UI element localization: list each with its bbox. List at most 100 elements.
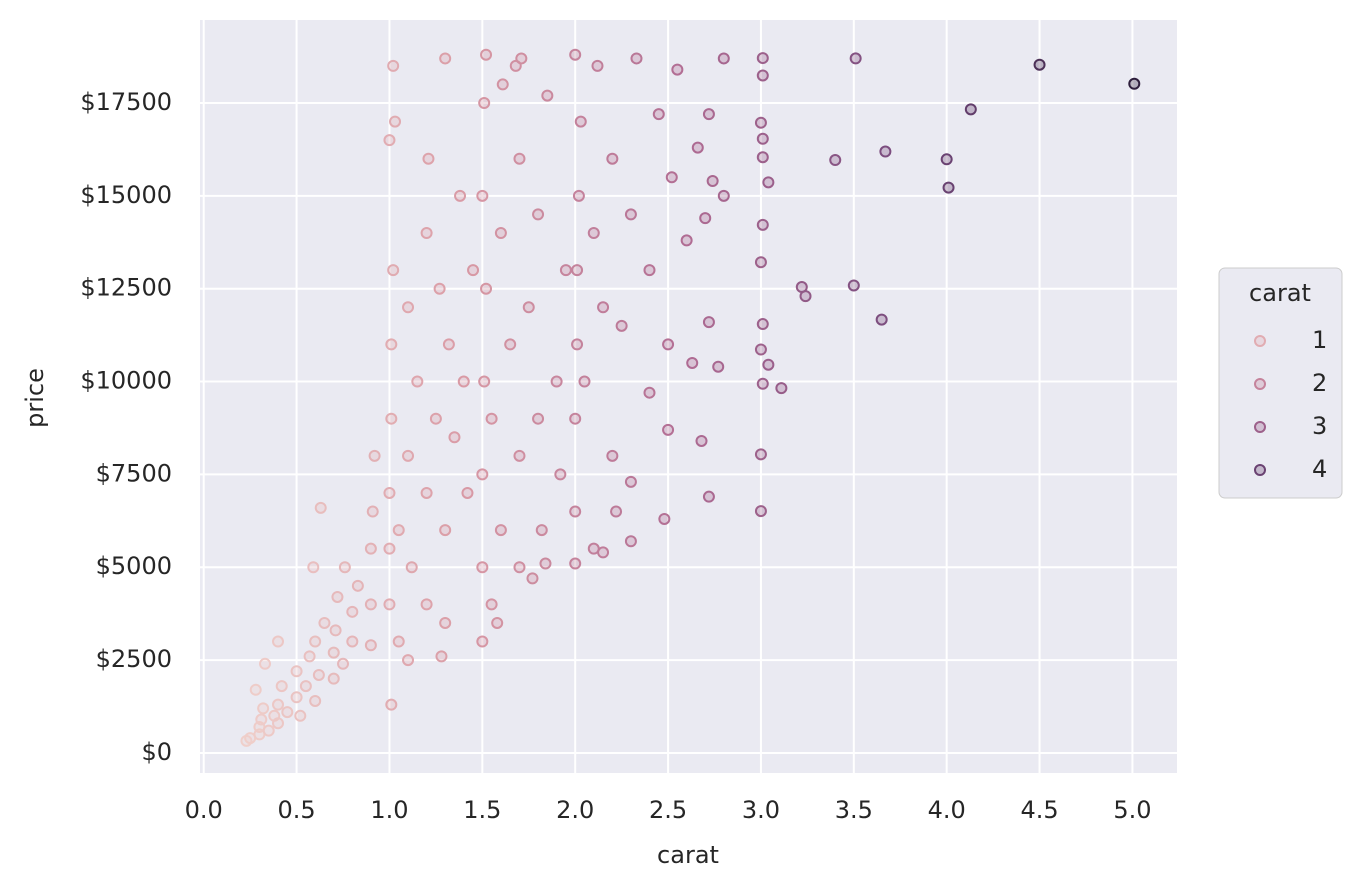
point xyxy=(754,505,767,518)
point xyxy=(389,115,402,128)
point xyxy=(385,698,398,711)
point xyxy=(849,52,862,65)
point xyxy=(402,301,415,314)
point xyxy=(309,635,322,648)
point xyxy=(665,171,678,184)
point xyxy=(338,561,351,574)
point xyxy=(702,490,715,503)
point xyxy=(680,234,693,247)
point xyxy=(615,319,628,332)
legend-label: 4 xyxy=(1312,455,1327,483)
point xyxy=(383,486,396,499)
point xyxy=(476,468,489,481)
point xyxy=(532,412,545,425)
point xyxy=(411,375,424,388)
legend-marker xyxy=(1254,378,1266,390)
point xyxy=(318,616,331,629)
point xyxy=(387,59,400,72)
point xyxy=(658,512,671,525)
point xyxy=(756,52,769,65)
point xyxy=(671,63,684,76)
x-tick-label: 0.0 xyxy=(185,796,223,824)
point xyxy=(513,561,526,574)
point xyxy=(272,698,285,711)
point xyxy=(448,431,461,444)
legend-label: 3 xyxy=(1312,412,1327,440)
point xyxy=(572,189,585,202)
point xyxy=(496,78,509,91)
point xyxy=(461,486,474,499)
point xyxy=(756,151,769,164)
point xyxy=(387,264,400,277)
y-tick-label: $7500 xyxy=(96,459,172,487)
point xyxy=(420,598,433,611)
x-tick-label: 3.0 xyxy=(742,796,780,824)
point xyxy=(364,542,377,555)
point xyxy=(433,282,446,295)
point xyxy=(467,264,480,277)
point xyxy=(480,48,493,61)
x-tick-label: 2.5 xyxy=(649,796,687,824)
point xyxy=(571,338,584,351)
point xyxy=(494,226,507,239)
point xyxy=(314,501,327,514)
point xyxy=(706,174,719,187)
point xyxy=(331,590,344,603)
point xyxy=(756,318,769,331)
point xyxy=(762,176,775,189)
x-tick-label: 0.5 xyxy=(277,796,315,824)
legend-label: 1 xyxy=(1312,326,1327,354)
point xyxy=(478,97,491,110)
y-tick-label: $5000 xyxy=(96,552,172,580)
point xyxy=(513,449,526,462)
point xyxy=(402,449,415,462)
point xyxy=(491,616,504,629)
legend-marker xyxy=(1254,335,1266,347)
point xyxy=(385,338,398,351)
x-axis-label: carat xyxy=(657,841,719,869)
legend-label: 2 xyxy=(1312,369,1327,397)
point xyxy=(435,650,448,663)
point xyxy=(272,717,285,730)
x-tick-label: 2.0 xyxy=(556,796,594,824)
point xyxy=(756,377,769,390)
point xyxy=(476,561,489,574)
legend-box xyxy=(1218,267,1343,499)
point xyxy=(630,52,643,65)
point xyxy=(346,605,359,618)
y-tick-label: $15000 xyxy=(80,181,172,209)
point xyxy=(571,264,584,277)
point xyxy=(717,189,730,202)
point xyxy=(964,103,977,116)
point xyxy=(457,375,470,388)
point xyxy=(327,646,340,659)
point xyxy=(550,375,563,388)
point xyxy=(691,141,704,154)
point xyxy=(329,624,342,637)
point xyxy=(290,665,303,678)
point xyxy=(578,375,591,388)
point xyxy=(259,657,272,670)
point xyxy=(624,535,637,548)
y-tick-label: $17500 xyxy=(80,88,172,116)
point xyxy=(756,218,769,231)
y-tick-label: $12500 xyxy=(80,274,172,302)
point xyxy=(405,561,418,574)
point xyxy=(303,650,316,663)
y-tick-label: $10000 xyxy=(80,367,172,395)
point xyxy=(480,282,493,295)
point xyxy=(257,702,270,715)
point xyxy=(1033,58,1046,71)
point xyxy=(494,524,507,537)
point xyxy=(485,412,498,425)
point xyxy=(702,108,715,121)
point xyxy=(643,264,656,277)
point xyxy=(522,301,535,314)
point xyxy=(624,475,637,488)
point xyxy=(351,579,364,592)
point xyxy=(509,59,522,72)
point xyxy=(569,505,582,518)
point xyxy=(478,375,491,388)
x-tick-label: 3.5 xyxy=(835,796,873,824)
